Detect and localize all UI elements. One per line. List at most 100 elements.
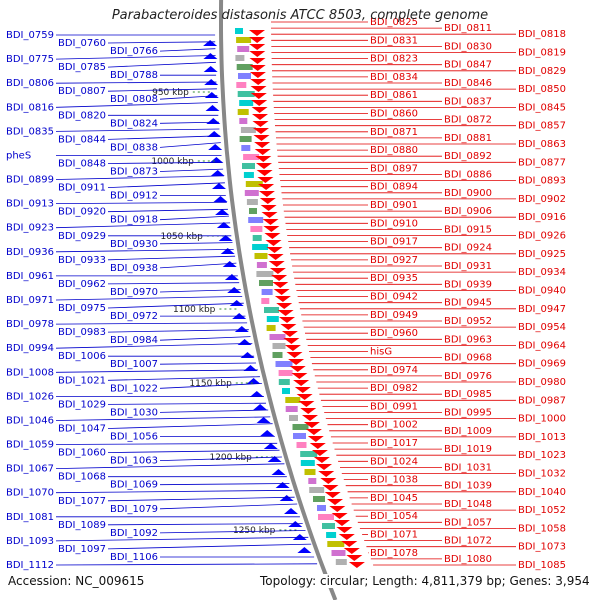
left-gene-label: BDI_0970	[110, 287, 158, 298]
reverse-strand-arrow	[205, 105, 220, 111]
right-gene-label: BDI_0995	[444, 408, 492, 419]
forward-strand-arrow	[294, 387, 311, 393]
reverse-strand-arrow	[213, 196, 228, 202]
right-gene-label: BDI_0830	[444, 41, 492, 52]
left-gene-label: BDI_0994	[6, 343, 54, 354]
left-label-leader	[55, 128, 220, 132]
right-gene-label: BDI_1024	[370, 456, 418, 467]
right-gene-label: BDI_0949	[370, 310, 418, 321]
left-label-leader	[55, 296, 243, 301]
forward-strand-arrow	[255, 156, 272, 162]
reverse-strand-arrow	[271, 469, 286, 475]
left-label-leader	[107, 161, 223, 164]
right-gene-label: BDI_0980	[518, 377, 566, 388]
feature-block	[282, 388, 290, 394]
right-gene-label: BDI_0881	[444, 133, 492, 144]
feature-block	[266, 316, 279, 322]
left-gene-label: BDI_0920	[58, 207, 106, 218]
left-label-leader	[107, 208, 228, 213]
kbp-tick-label: 1000 kbp	[151, 157, 194, 167]
left-gene-label: BDI_0923	[6, 223, 54, 234]
feature-block	[326, 532, 337, 538]
forward-strand-arrow	[341, 541, 358, 547]
accession-text: Accession: NC_009615	[8, 574, 145, 588]
reverse-strand-arrow	[263, 443, 278, 449]
right-gene-label: BDI_0947	[518, 304, 566, 315]
kbp-tick-label: 1200 kbp	[209, 453, 252, 463]
forward-strand-arrow	[253, 135, 270, 141]
forward-strand-arrow	[249, 44, 266, 50]
right-gene-label: BDI_0831	[370, 35, 418, 46]
left-label-leader	[107, 61, 216, 68]
feature-block	[250, 226, 263, 232]
feature-block	[300, 460, 315, 466]
right-gene-label: BDI_0942	[370, 292, 418, 303]
left-gene-label: BDI_1029	[58, 399, 106, 410]
right-gene-label: BDI_0846	[444, 78, 492, 89]
left-gene-label: BDI_0961	[6, 271, 54, 282]
feature-block	[239, 100, 254, 106]
left-gene-label: BDI_0806	[6, 78, 54, 89]
forward-strand-arrow	[249, 30, 265, 36]
right-gene-label: BDI_0871	[370, 127, 418, 138]
feature-block	[237, 46, 250, 52]
feature-block	[309, 487, 325, 493]
right-gene-label: BDI_0974	[370, 365, 418, 376]
forward-strand-arrow	[316, 464, 332, 470]
right-gene-label: BDI_0945	[444, 298, 492, 309]
feature-block	[261, 298, 270, 304]
forward-strand-arrow	[249, 37, 266, 43]
right-gene-label: BDI_0935	[370, 273, 418, 284]
left-label-leader	[159, 336, 251, 341]
feature-block	[285, 397, 301, 403]
reverse-strand-arrow	[234, 326, 249, 332]
left-label-leader	[159, 383, 262, 389]
left-gene-label: BDI_0913	[6, 199, 54, 210]
right-gene-label: BDI_0811	[444, 23, 492, 34]
right-gene-label: BDI_0900	[444, 188, 492, 199]
right-gene-label: BDI_0934	[518, 267, 566, 278]
forward-strand-arrow	[256, 163, 272, 169]
reverse-strand-arrow	[215, 209, 230, 215]
left-label-leader	[107, 135, 221, 140]
left-gene-label: BDI_0899	[6, 175, 54, 186]
topology-text: Topology: circular; Length: 4,811,379 bp…	[260, 574, 590, 588]
reverse-strand-arrow	[210, 170, 225, 176]
right-gene-label: BDI_0845	[518, 102, 566, 113]
forward-strand-arrow	[348, 562, 365, 568]
right-gene-label: BDI_0963	[444, 334, 492, 345]
feature-block	[293, 433, 306, 439]
right-gene-label: BDI_0991	[370, 401, 418, 412]
left-gene-label: BDI_0775	[6, 54, 54, 65]
left-gene-label: BDI_0816	[6, 102, 54, 113]
right-gene-label: BDI_1038	[370, 475, 418, 486]
kbp-tick-label: 1150 kbp	[189, 379, 232, 389]
right-gene-label: BDI_0857	[518, 121, 566, 132]
feature-block	[242, 163, 255, 169]
forward-strand-arrow	[252, 121, 269, 127]
forward-strand-arrow	[266, 247, 283, 253]
feature-block	[272, 352, 283, 358]
forward-strand-arrow	[251, 100, 268, 106]
forward-strand-arrow	[249, 58, 266, 64]
right-gene-label: BDI_1032	[518, 469, 566, 480]
left-gene-label: BDI_1060	[58, 448, 106, 459]
forward-strand-arrow	[322, 485, 339, 491]
left-label-leader	[159, 362, 257, 365]
forward-strand-arrow	[313, 457, 330, 463]
feature-block	[236, 64, 253, 70]
forward-strand-arrow	[267, 254, 284, 260]
right-gene-label: BDI_0924	[444, 243, 492, 254]
right-gene-label: BDI_0976	[444, 371, 492, 382]
forward-strand-arrow	[303, 422, 320, 428]
forward-strand-arrow	[311, 450, 328, 456]
right-gene-label: BDI_0952	[444, 316, 492, 327]
reverse-strand-arrow	[203, 66, 218, 72]
forward-strand-arrow	[259, 198, 276, 204]
left-label-leader	[55, 463, 285, 469]
feature-block	[238, 73, 251, 79]
right-gene-label: BDI_0902	[518, 194, 566, 205]
left-gene-label: BDI_1068	[58, 472, 106, 483]
forward-strand-arrow	[268, 261, 285, 267]
